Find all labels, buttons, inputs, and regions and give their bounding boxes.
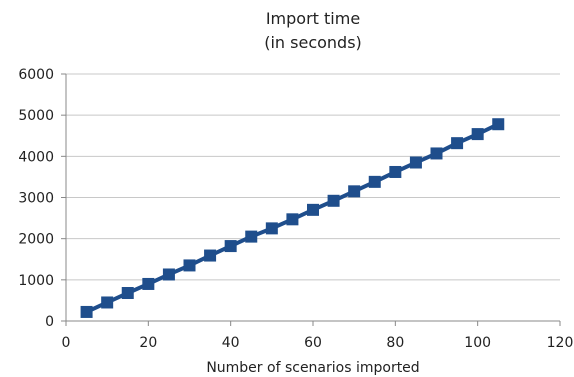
data-point-marker xyxy=(327,194,340,207)
data-point-marker xyxy=(162,268,175,281)
y-tick-label: 6000 xyxy=(18,67,54,83)
chart-subtitle: (in seconds) xyxy=(264,33,362,52)
axes xyxy=(61,73,561,326)
y-tick-label: 2000 xyxy=(18,232,54,248)
data-point-marker xyxy=(348,185,361,198)
x-tick-label: 120 xyxy=(547,335,574,351)
data-point-marker xyxy=(451,137,464,150)
data-point-marker xyxy=(80,305,93,318)
data-point-marker xyxy=(368,175,381,188)
x-tick-label: 60 xyxy=(304,335,322,351)
x-tick-label: 80 xyxy=(386,335,404,351)
data-point-marker xyxy=(183,259,196,272)
data-point-marker xyxy=(121,287,134,300)
series-layer xyxy=(80,118,505,318)
y-tick-label: 4000 xyxy=(18,149,54,165)
y-tick-label: 0 xyxy=(45,314,54,330)
data-point-marker xyxy=(224,240,237,253)
y-tick-label: 1000 xyxy=(18,273,54,289)
tick-labels: 0 1000 2000 3000 4000 5000 6000 0 20 40 60 80 100 120 xyxy=(18,67,573,351)
y-tick-label: 3000 xyxy=(18,191,54,207)
data-point-marker xyxy=(101,296,114,309)
chart-title: Import time xyxy=(266,9,360,28)
x-tick-label: 40 xyxy=(222,335,240,351)
data-point-marker xyxy=(430,147,443,160)
data-point-marker xyxy=(492,118,505,131)
x-tick-label: 100 xyxy=(464,335,491,351)
data-point-marker xyxy=(204,249,217,262)
x-axis-label: Number of scenarios imported xyxy=(206,360,419,376)
x-tick-label: 20 xyxy=(139,335,157,351)
data-point-marker xyxy=(265,222,278,235)
gridlines xyxy=(66,73,560,281)
data-point-marker xyxy=(389,165,402,178)
y-tick-label: 5000 xyxy=(18,108,54,124)
data-point-marker xyxy=(471,128,484,141)
data-point-marker xyxy=(286,213,299,226)
data-point-marker xyxy=(409,156,422,169)
data-point-marker xyxy=(245,230,258,243)
data-point-marker xyxy=(307,203,319,216)
data-point-marker xyxy=(142,277,155,290)
x-tick-label: 0 xyxy=(62,335,71,351)
